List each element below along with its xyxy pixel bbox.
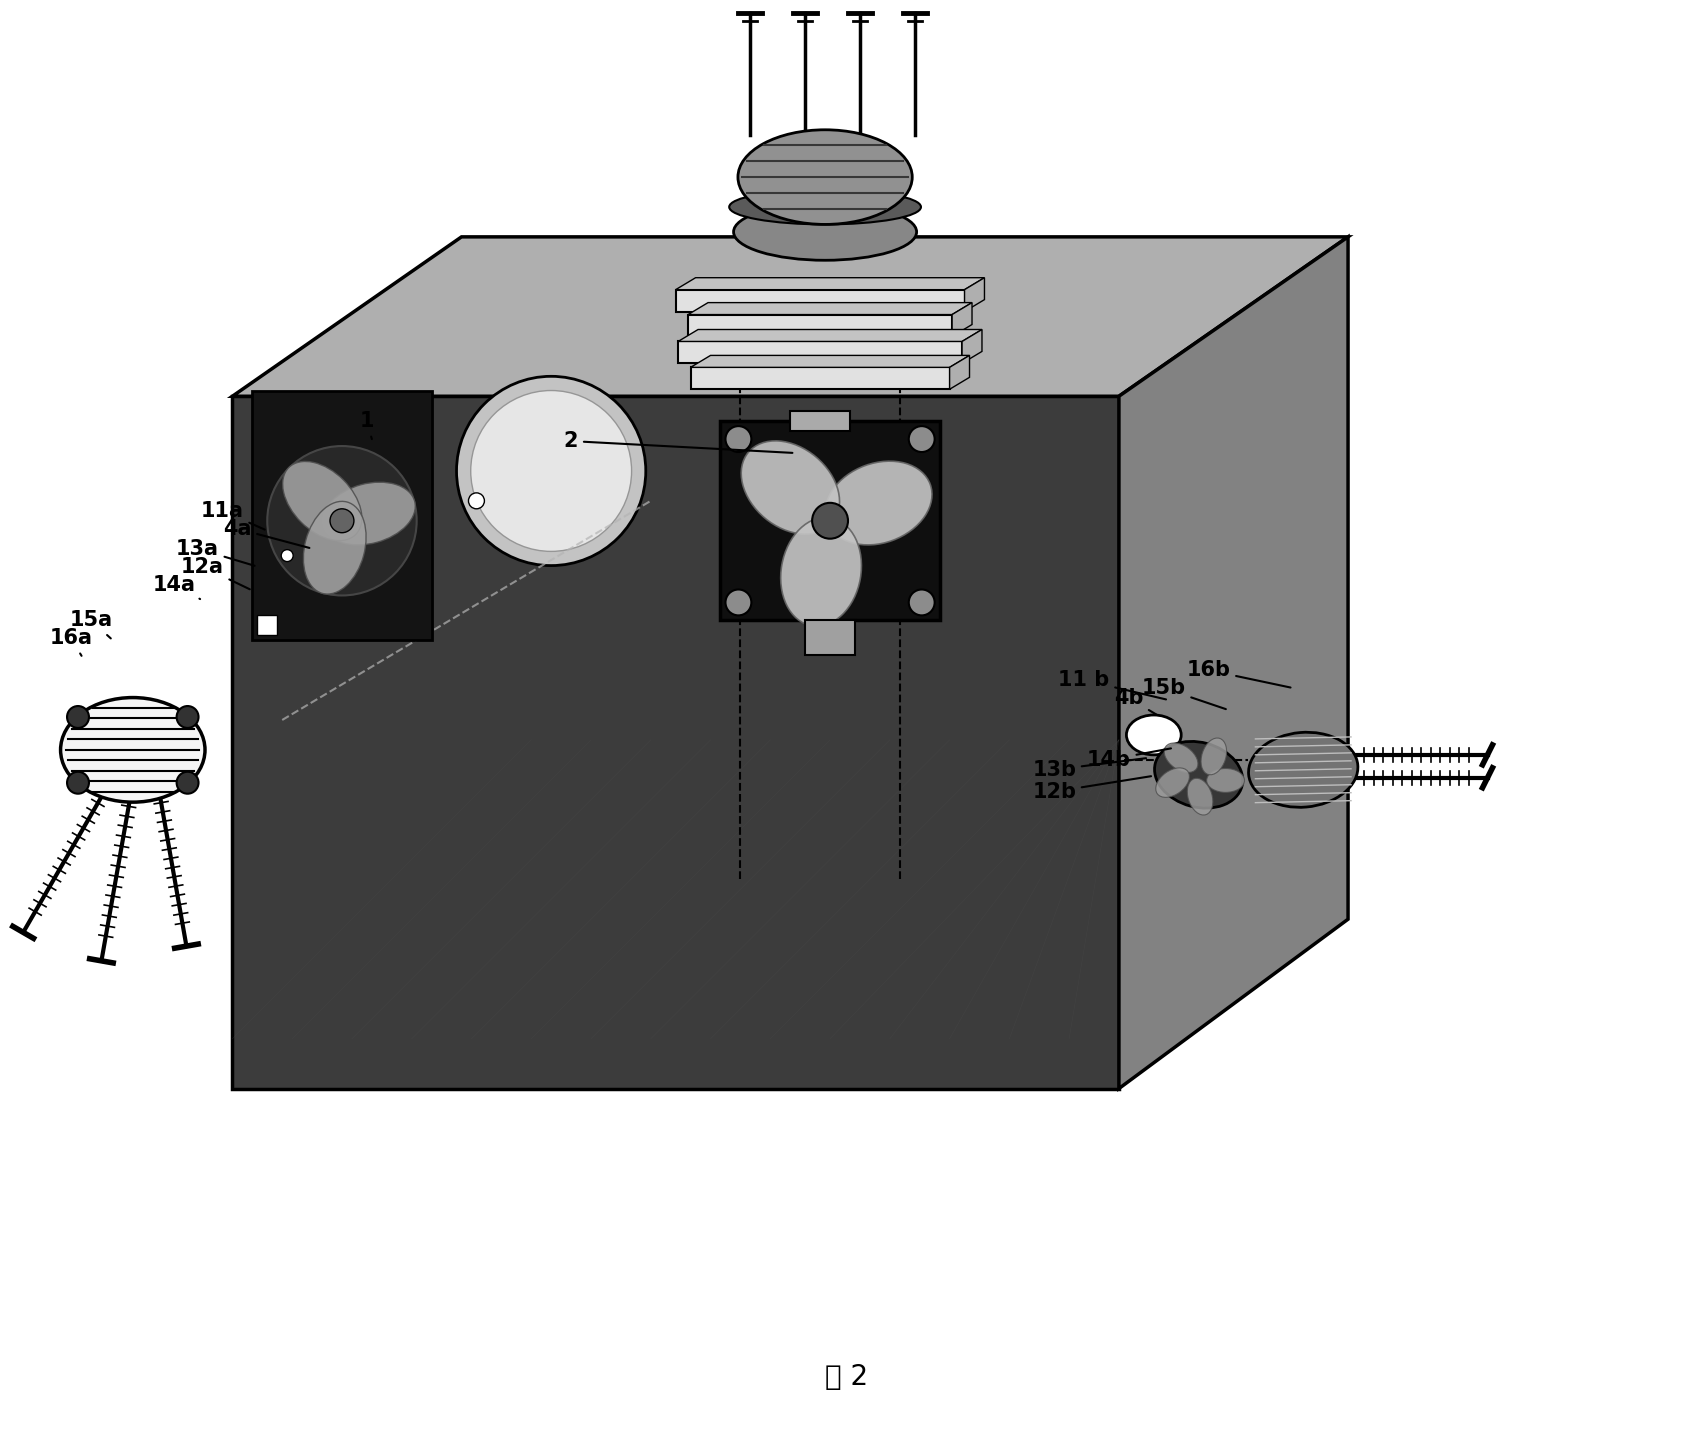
- Ellipse shape: [1155, 741, 1243, 808]
- Text: 13b: 13b: [1032, 758, 1147, 779]
- Polygon shape: [964, 277, 984, 312]
- Ellipse shape: [734, 203, 916, 260]
- Ellipse shape: [1248, 732, 1359, 808]
- Ellipse shape: [1206, 768, 1245, 792]
- Ellipse shape: [742, 440, 840, 533]
- Ellipse shape: [283, 462, 363, 541]
- Circle shape: [456, 376, 645, 566]
- Circle shape: [176, 706, 198, 728]
- Polygon shape: [950, 356, 969, 389]
- Circle shape: [908, 589, 935, 615]
- Circle shape: [68, 772, 90, 794]
- Ellipse shape: [825, 460, 932, 545]
- Ellipse shape: [728, 190, 922, 225]
- Polygon shape: [1120, 237, 1348, 1088]
- Ellipse shape: [61, 698, 205, 802]
- Circle shape: [281, 549, 293, 562]
- Polygon shape: [952, 303, 972, 336]
- Polygon shape: [805, 621, 855, 655]
- Polygon shape: [252, 392, 432, 641]
- Polygon shape: [676, 277, 984, 290]
- Polygon shape: [688, 303, 972, 315]
- Text: 16b: 16b: [1186, 661, 1291, 688]
- Circle shape: [330, 509, 354, 533]
- Text: 12b: 12b: [1032, 776, 1150, 802]
- Circle shape: [268, 446, 417, 595]
- Ellipse shape: [322, 482, 415, 545]
- Circle shape: [176, 772, 198, 794]
- Polygon shape: [678, 342, 962, 363]
- Polygon shape: [232, 237, 1348, 396]
- Polygon shape: [720, 422, 940, 621]
- Text: 11 b: 11 b: [1059, 671, 1165, 699]
- Polygon shape: [962, 329, 983, 363]
- Circle shape: [68, 706, 90, 728]
- Ellipse shape: [1164, 744, 1198, 772]
- Polygon shape: [688, 315, 952, 336]
- Polygon shape: [786, 429, 855, 473]
- Circle shape: [908, 426, 935, 452]
- Ellipse shape: [1127, 715, 1181, 755]
- Circle shape: [471, 390, 632, 552]
- Circle shape: [725, 426, 752, 452]
- Text: 4b: 4b: [1115, 688, 1157, 715]
- Polygon shape: [676, 290, 964, 312]
- Text: 15a: 15a: [69, 611, 112, 638]
- Text: 1: 1: [359, 412, 374, 439]
- Circle shape: [811, 503, 849, 539]
- Text: 4a: 4a: [224, 519, 310, 548]
- Polygon shape: [691, 356, 969, 368]
- Text: 15b: 15b: [1142, 678, 1226, 709]
- Polygon shape: [789, 412, 850, 430]
- Ellipse shape: [781, 518, 862, 626]
- Polygon shape: [678, 329, 983, 342]
- Text: 14b: 14b: [1088, 748, 1171, 769]
- Circle shape: [725, 589, 752, 615]
- Polygon shape: [257, 615, 278, 635]
- Circle shape: [811, 425, 828, 440]
- Polygon shape: [232, 396, 1120, 1088]
- Text: 14a: 14a: [152, 575, 200, 599]
- Ellipse shape: [303, 502, 366, 593]
- Ellipse shape: [1201, 738, 1226, 775]
- Ellipse shape: [1155, 768, 1189, 798]
- Text: 13a: 13a: [176, 539, 254, 566]
- Text: 2: 2: [564, 430, 793, 453]
- Ellipse shape: [1187, 778, 1213, 815]
- Text: 图 2: 图 2: [825, 1363, 869, 1391]
- Ellipse shape: [739, 130, 913, 225]
- Text: 12a: 12a: [181, 556, 249, 589]
- Polygon shape: [691, 368, 950, 389]
- Circle shape: [469, 493, 484, 509]
- Text: 11a: 11a: [202, 500, 264, 529]
- Text: 16a: 16a: [49, 628, 93, 656]
